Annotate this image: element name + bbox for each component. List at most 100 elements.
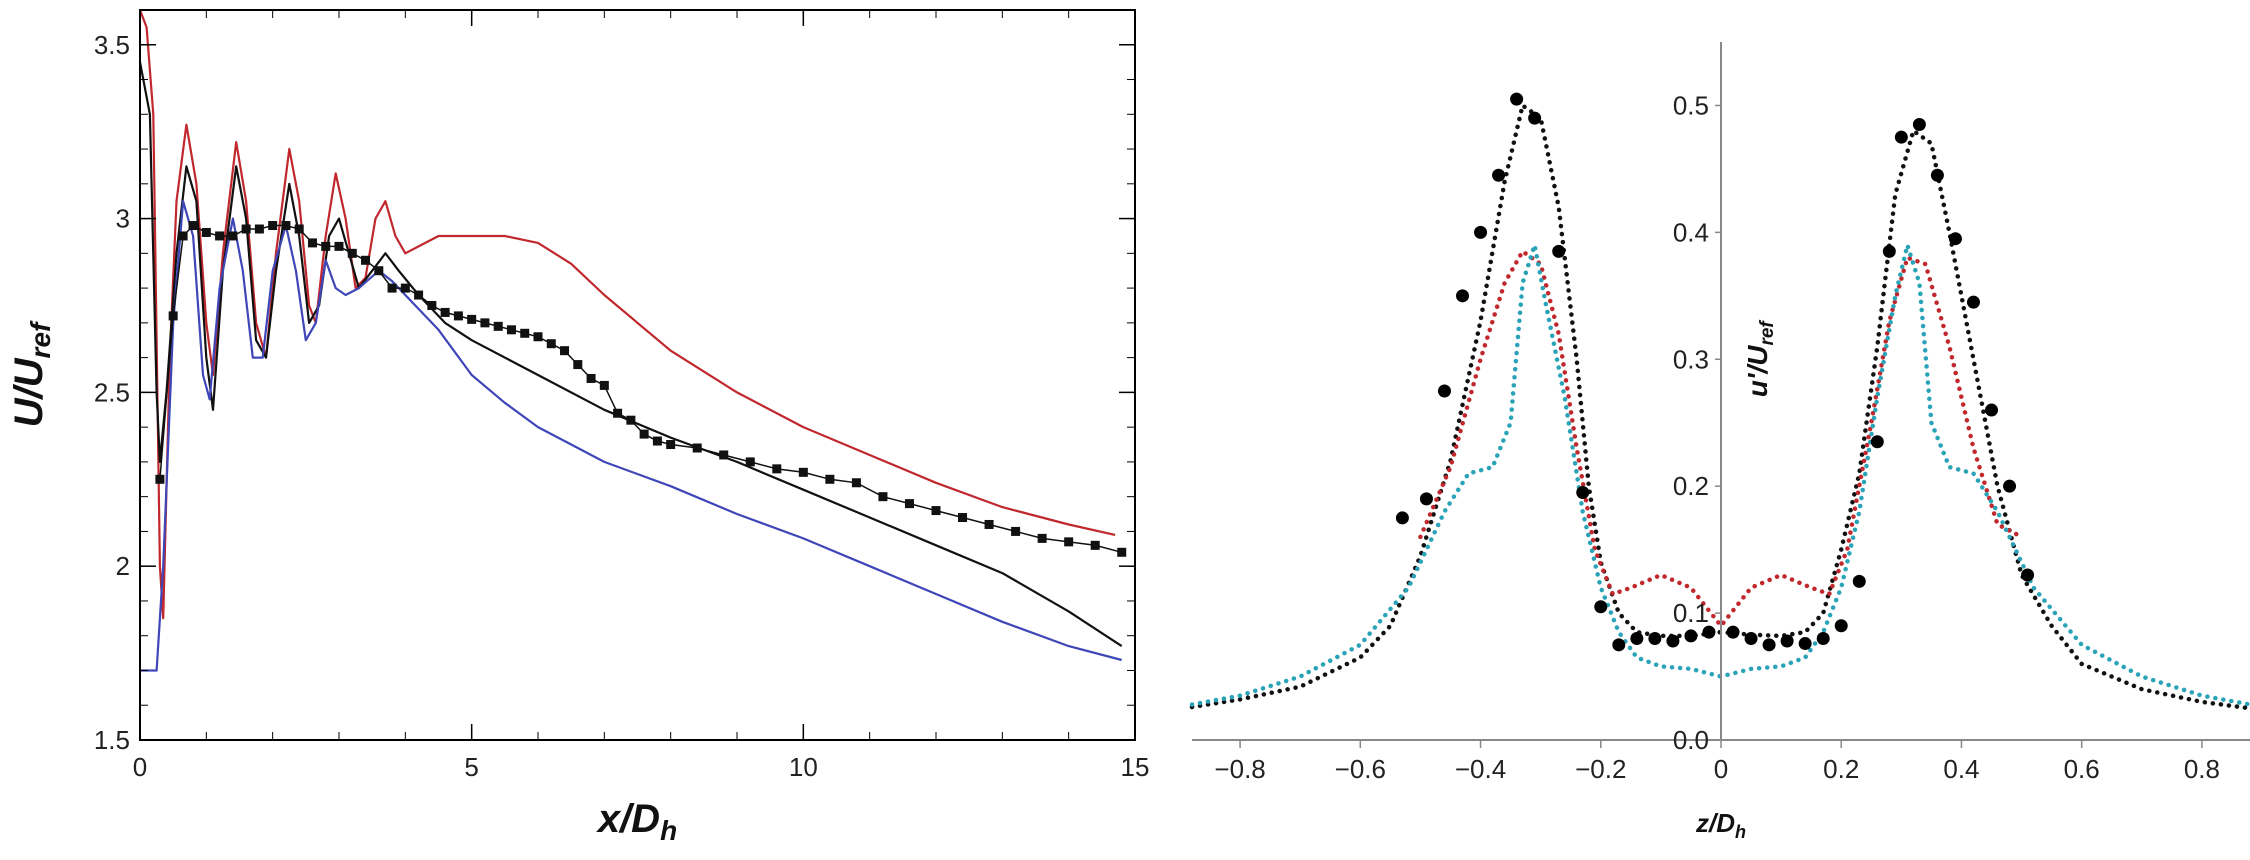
left-series-3-marker	[719, 450, 729, 460]
right-axes: −0.8 −0.6 −0.4 −0.2 0 0.2 0.4 0.6 0.8 0.0 0.1 0.2 0.…	[1192, 42, 2250, 784]
right-x-tick-label: −0.2	[1575, 754, 1626, 784]
left-series-3-marker	[1117, 547, 1127, 557]
left-series-3-marker	[168, 311, 178, 321]
left-series-3-marker	[825, 474, 835, 484]
left-y-tick-label: 3.5	[94, 30, 130, 60]
left-y-tick-label: 1.5	[94, 725, 130, 755]
left-y-tick-label: 3	[116, 204, 130, 234]
right-series-3-point	[1395, 511, 1409, 525]
right-series-3-point	[1930, 168, 1944, 182]
left-series-3-marker	[599, 380, 609, 390]
right-series-3-point	[1528, 111, 1542, 125]
left-series-3-marker	[931, 506, 941, 516]
right-series-3-point	[1985, 403, 1999, 417]
right-x-tick-label: −0.6	[1335, 754, 1386, 784]
left-series-3-marker	[480, 318, 490, 328]
left-series-3-marker	[387, 283, 397, 293]
right-series-3-point	[1870, 435, 1884, 449]
right-series-3-point	[1419, 492, 1433, 506]
right-series-3-point	[1762, 638, 1776, 652]
left-series-3-marker	[1090, 540, 1100, 550]
right-x-axis-label: z/Dh	[1695, 808, 1746, 842]
right-chart: −0.8 −0.6 −0.4 −0.2 0 0.2 0.4 0.6 0.8 0.0 0.1 0.2 0.…	[1189, 42, 2250, 842]
right-y-tick-label: 0.2	[1673, 471, 1709, 501]
left-series-3-marker	[228, 231, 238, 241]
left-series-3-marker	[533, 332, 543, 342]
left-series-3-marker	[307, 238, 317, 248]
left-series-3-marker	[904, 499, 914, 509]
left-series-3-marker	[254, 224, 264, 234]
right-series-3-point	[1474, 225, 1488, 239]
left-series-3-marker	[652, 436, 662, 446]
right-series-3-point	[1594, 600, 1608, 614]
right-series-3-point	[2003, 479, 2017, 493]
left-series-3-marker	[546, 339, 556, 349]
right-series-3-point	[1492, 168, 1506, 182]
left-series-3-marker	[639, 429, 649, 439]
left-series-3-marker	[155, 474, 165, 484]
left-series-3-marker	[361, 255, 371, 265]
left-series-3-marker	[506, 325, 516, 335]
left-plot-frame	[139, 9, 1136, 741]
right-y-tick-label: 0.3	[1673, 344, 1709, 374]
left-x-axis-label: x/Dh	[596, 797, 677, 846]
right-series-3-point	[1648, 631, 1662, 645]
left-x-tick-label: 10	[789, 752, 818, 782]
right-series-3-point	[1816, 631, 1830, 645]
right-series-3-point	[1630, 631, 1644, 645]
right-series-3-point	[1684, 629, 1698, 643]
left-series-2-line	[140, 200, 1122, 672]
right-series-3-point	[1948, 232, 1962, 246]
right-series-3-point	[1456, 289, 1470, 303]
left-series-3-marker	[334, 241, 344, 251]
right-series-3-point	[1798, 637, 1812, 651]
left-series-3-marker	[467, 314, 477, 324]
right-series-3-point	[1666, 634, 1680, 648]
right-y-tick-label: 0.1	[1673, 598, 1709, 628]
left-series-3-marker	[984, 519, 994, 529]
left-series-3-marker	[520, 328, 530, 338]
right-x-tick-label: 0.4	[1943, 754, 1979, 784]
left-series-0-line	[138, 9, 1116, 620]
left-series-3-marker	[745, 457, 755, 467]
right-series-3-point	[1834, 619, 1848, 633]
right-series-3-point	[1852, 574, 1866, 588]
left-series-3-marker	[427, 300, 437, 310]
right-series-3-point	[1912, 117, 1926, 131]
right-series-3-point	[1894, 130, 1908, 144]
right-series-3-point	[1744, 631, 1758, 645]
left-chart: 0 5 10 15 1.5 2 2.5 3 3.5 x/Dh U/Uref	[7, 9, 1149, 846]
left-series-3-marker	[560, 346, 570, 356]
left-series-3-marker	[1011, 526, 1021, 536]
left-series-3-marker	[666, 440, 676, 450]
right-x-tick-label: 0.8	[2184, 754, 2220, 784]
left-series-3-marker	[1064, 537, 1074, 547]
left-series-1-line	[138, 61, 1123, 648]
left-x-tick-label: 0	[133, 752, 147, 782]
right-x-tick-label: 0.6	[2064, 754, 2100, 784]
left-series-3-marker	[440, 307, 450, 317]
left-series-3-marker	[772, 464, 782, 474]
left-y-tick-label: 2	[116, 551, 130, 581]
left-series-3-marker	[178, 231, 188, 241]
right-series-3-point	[1552, 244, 1566, 258]
right-x-tick-label: −0.4	[1455, 754, 1506, 784]
left-series-3-marker	[400, 283, 410, 293]
right-y-tick-label: 0.0	[1673, 725, 1709, 755]
right-y-tick-label: 0.5	[1673, 90, 1709, 120]
right-x-tick-label: 0.2	[1823, 754, 1859, 784]
left-series-3-marker	[626, 415, 636, 425]
left-series-3-marker	[241, 224, 251, 234]
left-series-3-marker	[1037, 533, 1047, 543]
left-series-3-marker	[347, 248, 357, 258]
left-y-axis-label: U/Uref	[7, 320, 56, 427]
right-series-3-point	[1780, 634, 1794, 648]
left-series-3-marker	[321, 241, 331, 251]
right-series-3-point	[1612, 638, 1626, 652]
left-series-layer	[138, 9, 1127, 672]
left-series-3-marker	[958, 513, 968, 523]
left-series-3-marker	[281, 221, 291, 231]
right-series-3-point	[1510, 92, 1524, 106]
right-series-3-point	[1966, 295, 1980, 309]
